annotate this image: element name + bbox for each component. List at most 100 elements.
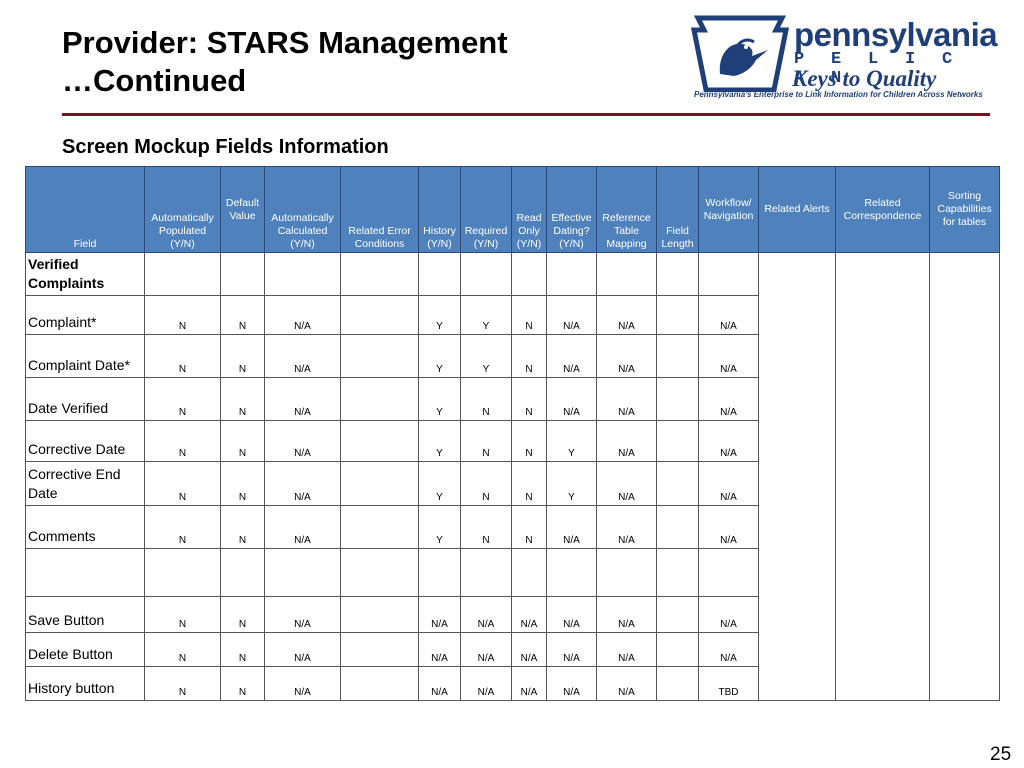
- cell: [144, 252, 221, 296]
- auto-pop-cell: N: [144, 377, 221, 421]
- pelican-logo: pennsylvania P E L I C A N Keys to Quality Pen…: [690, 14, 1010, 104]
- logo-tagline: Pennsylvania's Enterprise to Link Inform…: [694, 90, 983, 99]
- error-cell: [340, 420, 419, 462]
- read-only-cell: N: [511, 377, 547, 421]
- ref-table-cell: N/A: [596, 377, 657, 421]
- error-cell: [340, 334, 419, 378]
- col-header: Reference Table Mapping: [596, 166, 657, 253]
- eff-dating-cell: N/A: [546, 334, 597, 378]
- length-cell: [656, 377, 699, 421]
- eff-dating-cell: N/A: [546, 295, 597, 335]
- length-cell: [656, 295, 699, 335]
- title-divider: [62, 113, 990, 116]
- length-cell: [656, 505, 699, 549]
- length-cell: [656, 548, 699, 597]
- error-cell: [340, 596, 419, 633]
- cell: [340, 252, 419, 296]
- table-row: Comments N N N/A Y N N N/A N/A N/A: [25, 505, 1000, 549]
- length-cell: [656, 596, 699, 633]
- required-cell: N/A: [460, 632, 512, 667]
- workflow-cell: N/A: [698, 334, 759, 378]
- default-cell: N: [220, 420, 265, 462]
- ref-table-cell: N/A: [596, 420, 657, 462]
- table-row: Date Verified N N N/A Y N N N/A N/A N/A: [25, 377, 1000, 421]
- logo-letter: N: [831, 69, 842, 88]
- col-header: Read Only (Y/N): [511, 166, 547, 253]
- error-cell: [340, 377, 419, 421]
- logo-letter: I: [905, 50, 916, 69]
- section-label: Verified Complaints: [25, 252, 145, 296]
- field-name-cell: Comments: [25, 505, 145, 549]
- auto-pop-cell: N: [144, 505, 221, 549]
- auto-pop-cell: [144, 548, 221, 597]
- col-header: Effective Dating? (Y/N): [546, 166, 597, 253]
- ref-table-cell: [596, 548, 657, 597]
- read-only-cell: N/A: [511, 596, 547, 633]
- col-header: Related Alerts: [758, 166, 836, 253]
- read-only-cell: N: [511, 295, 547, 335]
- auto-calc-cell: N/A: [264, 666, 341, 701]
- auto-pop-cell: N: [144, 596, 221, 633]
- cell: [511, 252, 547, 296]
- ref-table-cell: N/A: [596, 461, 657, 506]
- field-name-cell: Date Verified: [25, 377, 145, 421]
- ref-table-cell: N/A: [596, 334, 657, 378]
- ref-table-cell: N/A: [596, 505, 657, 549]
- history-cell: Y: [418, 377, 461, 421]
- required-cell: N: [460, 420, 512, 462]
- history-cell: Y: [418, 505, 461, 549]
- auto-calc-cell: N/A: [264, 596, 341, 633]
- required-cell: N: [460, 461, 512, 506]
- col-header: Related Error Conditions: [340, 166, 419, 253]
- table-row: Delete Button N N N/A N/A N/A N/A N/A N/A N/A: [25, 632, 1000, 667]
- logo-letter: C: [942, 50, 953, 69]
- history-cell: N/A: [418, 632, 461, 667]
- workflow-cell: N/A: [698, 377, 759, 421]
- logo-brand-text: pennsylvania: [794, 16, 998, 53]
- field-name-cell: History button: [25, 666, 145, 701]
- default-cell: [220, 548, 265, 597]
- field-name-cell: Delete Button: [25, 632, 145, 667]
- ref-table-cell: N/A: [596, 295, 657, 335]
- workflow-cell: N/A: [698, 420, 759, 462]
- logo-keys-text: Keys to Quality: [792, 66, 937, 91]
- cell: [264, 252, 341, 296]
- read-only-cell: N: [511, 505, 547, 549]
- keystone-pelican-icon: [690, 15, 790, 92]
- default-cell: N: [220, 666, 265, 701]
- length-cell: [656, 334, 699, 378]
- workflow-cell: TBD: [698, 666, 759, 701]
- error-cell: [340, 632, 419, 667]
- required-cell: N/A: [460, 596, 512, 633]
- default-cell: N: [220, 377, 265, 421]
- default-cell: N: [220, 505, 265, 549]
- col-header: Default Value: [220, 166, 265, 253]
- history-cell: Y: [418, 295, 461, 335]
- cell: [220, 252, 265, 296]
- col-header: Related Correspondence: [835, 166, 930, 253]
- required-cell: Y: [460, 295, 512, 335]
- page-number: 25: [990, 744, 1012, 765]
- field-name-cell: Complaint*: [25, 295, 145, 335]
- logo-letter: P: [794, 50, 805, 69]
- error-cell: [340, 505, 419, 549]
- logo-letter: A: [794, 69, 805, 88]
- related-alerts-cell: [758, 252, 836, 701]
- auto-pop-cell: N: [144, 295, 221, 335]
- field-name-cell: Corrective End Date: [25, 461, 145, 506]
- section-row: Verified Complaints: [25, 252, 1000, 701]
- col-header: History (Y/N): [418, 166, 461, 253]
- logo-letter: E: [831, 50, 842, 69]
- auto-pop-cell: N: [144, 666, 221, 701]
- eff-dating-cell: N/A: [546, 632, 597, 667]
- auto-pop-cell: N: [144, 632, 221, 667]
- col-header: Sorting Capabilities for tables: [929, 166, 1000, 253]
- col-header: Field: [25, 166, 145, 253]
- auto-calc-cell: N/A: [264, 334, 341, 378]
- length-cell: [656, 666, 699, 701]
- history-cell: Y: [418, 420, 461, 462]
- cell: [546, 252, 597, 296]
- workflow-cell: N/A: [698, 461, 759, 506]
- length-cell: [656, 420, 699, 462]
- cell: [596, 252, 657, 296]
